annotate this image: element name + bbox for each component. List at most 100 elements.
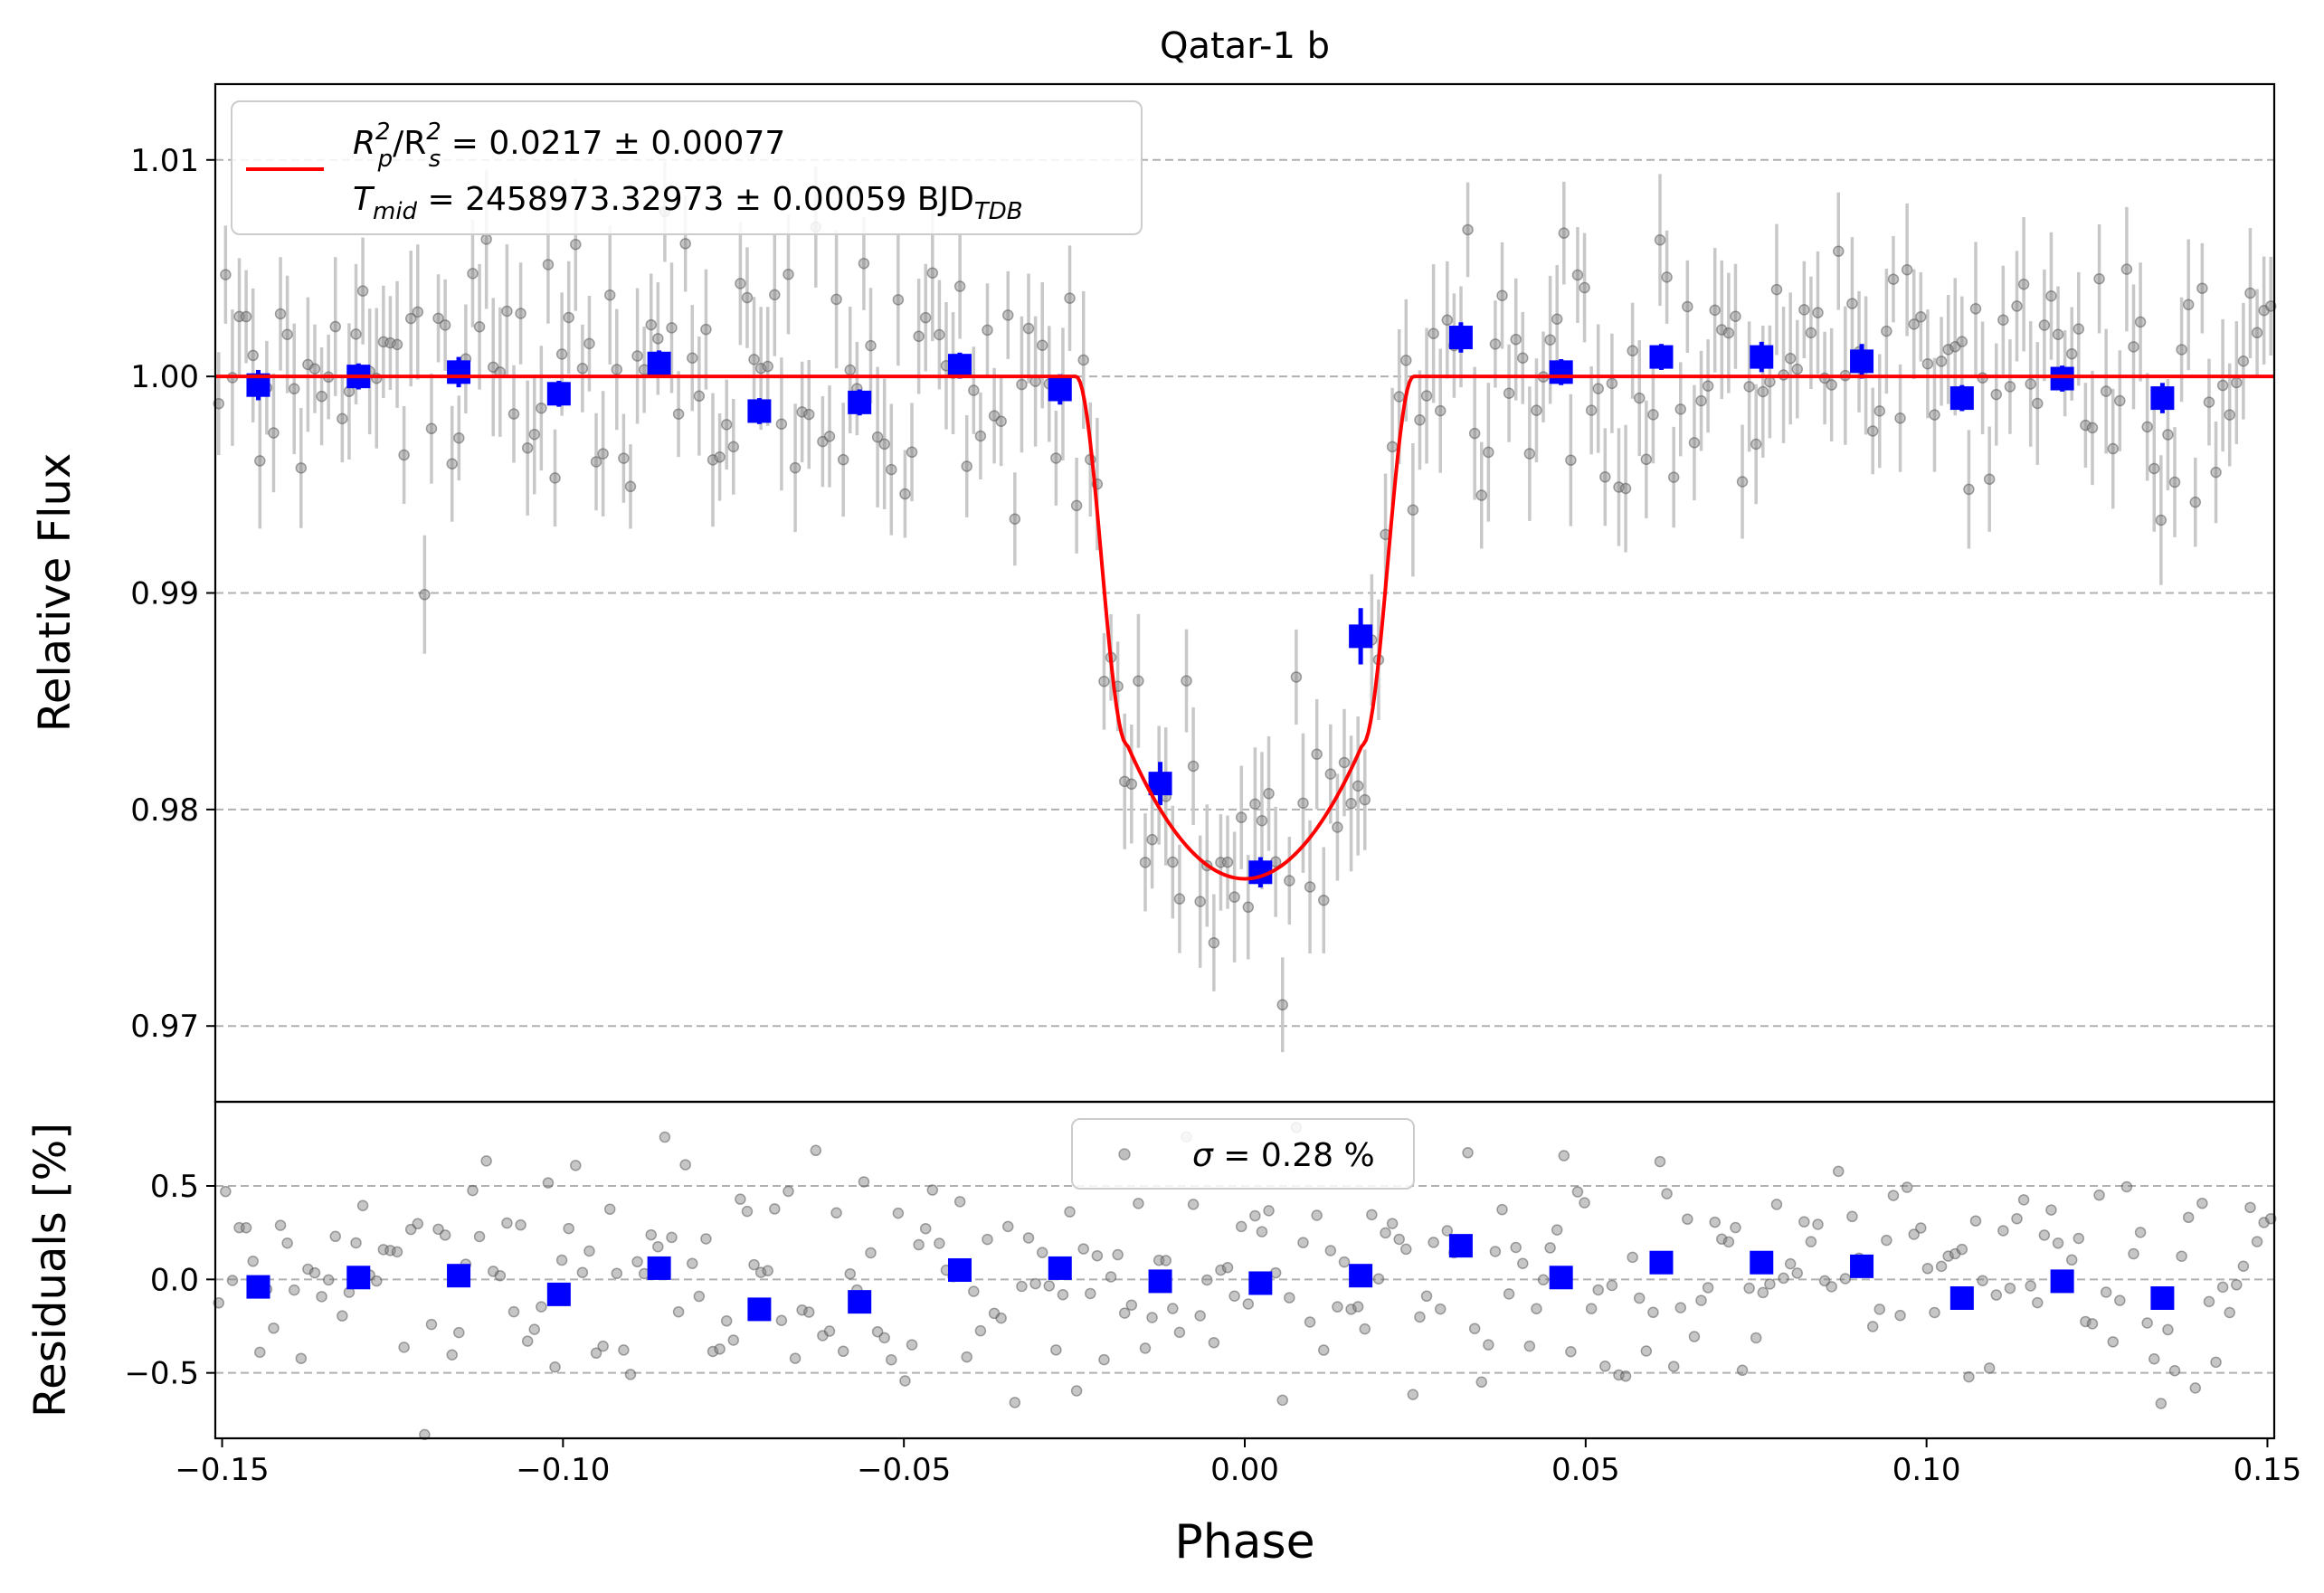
residual-point xyxy=(1146,1312,1158,1323)
raw-point xyxy=(974,430,987,442)
raw-point xyxy=(1750,438,1762,450)
raw-point xyxy=(404,312,417,325)
binned-point xyxy=(447,360,471,384)
residual-point xyxy=(1332,1301,1343,1313)
binned-residual xyxy=(1148,1269,1172,1294)
raw-point xyxy=(762,360,773,373)
raw-point xyxy=(1022,322,1035,335)
raw-point xyxy=(1757,385,1769,398)
raw-point xyxy=(926,267,939,279)
binned-point xyxy=(1850,349,1874,374)
top-ylabel: Relative Flux xyxy=(30,453,81,733)
residual-point xyxy=(1682,1213,1693,1225)
raw-point xyxy=(1929,409,1940,421)
raw-point xyxy=(2120,263,2133,275)
residual-point xyxy=(748,1258,760,1271)
residual-point xyxy=(953,1196,966,1208)
binned-point xyxy=(1448,326,1473,350)
binned-residual xyxy=(1448,1234,1473,1258)
residual-point xyxy=(1016,1280,1028,1293)
residual-point xyxy=(1812,1218,1824,1230)
raw-point xyxy=(1846,298,1858,309)
residual-point xyxy=(1386,1218,1399,1229)
binned-residual xyxy=(947,1258,972,1282)
raw-point xyxy=(570,238,582,251)
raw-point xyxy=(679,238,691,250)
binned-residual xyxy=(747,1297,772,1322)
raw-point xyxy=(1002,309,1014,321)
residual-point xyxy=(1064,1206,1076,1218)
bottom-ytick-label: −0.5 xyxy=(124,1356,199,1392)
raw-point xyxy=(1791,363,1803,375)
raw-point xyxy=(1894,412,1906,424)
raw-point xyxy=(2114,394,2126,407)
raw-point xyxy=(1640,453,1653,466)
residual-point xyxy=(1592,1284,1604,1296)
binned-residual xyxy=(1549,1266,1573,1290)
residual-point xyxy=(1757,1286,1769,1299)
residual-point xyxy=(1510,1241,1522,1254)
residual-point xyxy=(1826,1281,1837,1293)
bottom-y-ticks: −0.5 0.0 0.5 xyxy=(124,1169,215,1392)
residual-point xyxy=(2011,1212,2023,1225)
raw-point xyxy=(1249,798,1261,811)
residual-point xyxy=(1702,1282,1714,1294)
raw-point xyxy=(1873,405,1886,417)
residual-point xyxy=(2114,1294,2126,1306)
residual-point xyxy=(1077,1243,1089,1255)
top-ytick-label: 0.97 xyxy=(130,1009,199,1045)
residual-point xyxy=(1428,1237,1439,1248)
raw-point xyxy=(1077,354,1089,366)
residual-point xyxy=(2251,1236,2263,1247)
binned-residual xyxy=(246,1275,270,1299)
raw-point xyxy=(1881,325,1892,337)
raw-point xyxy=(783,269,794,280)
residual-point xyxy=(1688,1331,1701,1342)
raw-point xyxy=(1468,427,1481,440)
raw-point xyxy=(549,472,561,484)
raw-point xyxy=(1311,748,1323,760)
residual-point xyxy=(1352,1301,1364,1313)
raw-point xyxy=(899,488,911,500)
legend-sigma-text: σ = 0.28 % xyxy=(1192,1137,1375,1174)
residual-point xyxy=(1317,1344,1330,1356)
residual-point xyxy=(1730,1221,1741,1234)
raw-point xyxy=(1915,311,1927,323)
residual-point xyxy=(865,1247,877,1259)
raw-point xyxy=(2128,341,2139,353)
residual-point xyxy=(802,1306,815,1318)
raw-point xyxy=(316,390,327,403)
raw-point xyxy=(2196,282,2208,294)
residual-point xyxy=(618,1344,630,1356)
top-legend: R2 p/R2 s = 0.0217 ± 0.00077 Tmid = 245897… xyxy=(231,100,1143,235)
raw-point xyxy=(789,461,802,474)
residual-point xyxy=(597,1340,609,1352)
raw-point xyxy=(1386,441,1399,453)
residual-point xyxy=(2128,1247,2139,1260)
raw-point xyxy=(1208,936,1220,949)
binned-residual xyxy=(1048,1256,1072,1280)
residual-point xyxy=(254,1346,266,1359)
raw-point xyxy=(1921,357,1934,370)
xtick-label: 0.00 xyxy=(1210,1452,1279,1488)
residual-point xyxy=(2216,1281,2229,1294)
residual-point xyxy=(1633,1292,1646,1304)
residual-point xyxy=(1372,1273,1385,1285)
raw-point xyxy=(583,337,595,350)
residual-point xyxy=(337,1310,348,1322)
raw-point xyxy=(2052,328,2064,340)
raw-point xyxy=(432,312,444,325)
residual-point xyxy=(268,1322,280,1334)
raw-point xyxy=(2032,397,2044,410)
residual-point xyxy=(391,1246,403,1258)
residual-point xyxy=(350,1237,362,1249)
residual-point xyxy=(1722,1236,1735,1248)
residual-point xyxy=(645,1228,657,1241)
raw-point xyxy=(2045,289,2057,302)
residual-point xyxy=(1977,1275,1988,1286)
raw-point xyxy=(1997,314,2009,326)
residual-point xyxy=(1901,1181,1913,1193)
raw-point xyxy=(603,289,616,301)
residual-point xyxy=(2155,1398,2167,1409)
raw-point xyxy=(652,333,664,345)
